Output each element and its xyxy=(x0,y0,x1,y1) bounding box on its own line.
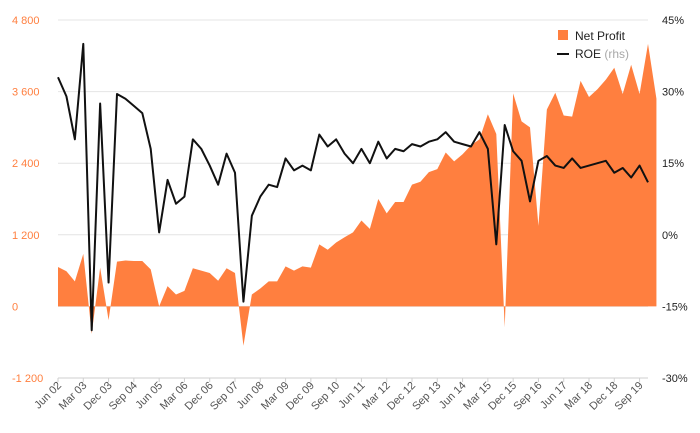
x-tick-label: Sep 19 xyxy=(613,380,646,413)
y-right-tick-label: 45% xyxy=(662,15,684,27)
roe-line-layer xyxy=(57,42,649,332)
y-left-tick-label: -1 200 xyxy=(12,373,43,385)
y-right-tick-label: -30% xyxy=(662,373,688,385)
x-tick-label: Sep 07 xyxy=(208,380,241,413)
roe-line xyxy=(57,42,649,332)
y-left-tick-label: 4 800 xyxy=(12,15,40,27)
y-left-tick-label: 3 600 xyxy=(12,87,40,99)
x-tick-label: Sep 04 xyxy=(107,380,140,413)
x-tick-label: Sep 16 xyxy=(511,380,544,413)
y-right-tick-label: 0% xyxy=(662,230,678,242)
y-left-tick-label: 2 400 xyxy=(12,158,40,170)
y-right-tick-label: 15% xyxy=(662,158,684,170)
net-profit-area-layer xyxy=(58,43,657,346)
legend-swatch-net-profit xyxy=(558,30,568,40)
legend: Net Profit ROE (rhs) xyxy=(557,29,629,61)
x-tick-label: Sep 13 xyxy=(410,380,443,413)
y-right-tick-label: -15% xyxy=(662,301,688,313)
y-left-tick-label: 1 200 xyxy=(12,230,40,242)
net-profit-area xyxy=(58,43,657,346)
legend-label-roe: ROE (rhs) xyxy=(575,47,629,61)
y-right-tick-label: 30% xyxy=(662,87,684,99)
x-tick-label: Sep 10 xyxy=(309,380,342,413)
legend-label-net-profit: Net Profit xyxy=(575,29,626,43)
y-left-tick-label: 0 xyxy=(12,301,18,313)
